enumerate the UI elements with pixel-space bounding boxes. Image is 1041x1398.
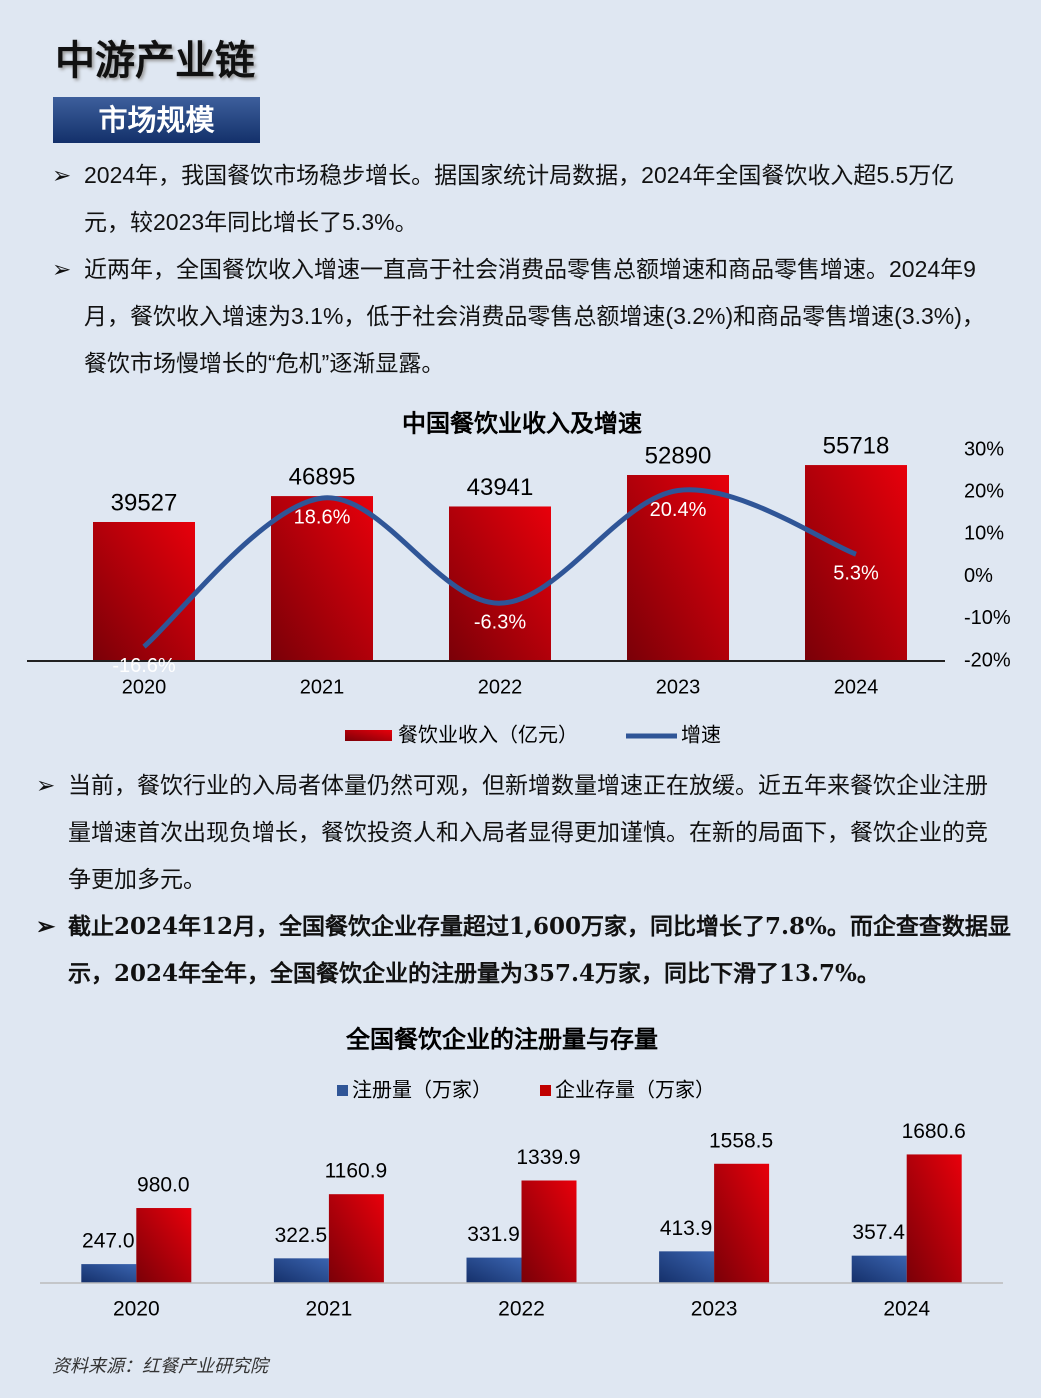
value-label: 18.6% [294,506,351,528]
value-label: 980.0 [137,1174,190,1197]
value-label: 1680.6 [902,1120,966,1143]
y2-tick-label: -10% [964,607,1011,629]
bullet: 当前，餐饮行业的入局者体量仍然可观，但新增数量增速正在放缓。近五年来餐饮企业注册… [36,763,1008,904]
bar [271,496,373,661]
legend-swatch [337,1085,348,1096]
value-label: 247.0 [82,1230,135,1253]
bullet: 近两年，全国餐饮收入增速一直高于社会消费品零售总额增速和商品零售增速。2024年… [52,246,999,387]
value-label: 52890 [645,442,712,469]
x-tick-label: 2022 [478,676,523,698]
source: 资料来源：红餐产业研究院 [52,1356,268,1377]
bar [136,1208,192,1283]
value-label: 43941 [467,474,534,501]
y2-tick-label: 30% [964,438,1004,460]
x-tick-label: 2021 [300,676,345,698]
value-label: 1339.9 [516,1146,580,1169]
x-tick-label: 2021 [306,1298,353,1321]
bar [328,1194,384,1283]
chart-title: 中国餐饮业收入及增速 [402,409,642,438]
value-label: -16.6% [112,655,176,677]
y2-tick-label: 10% [964,523,1004,545]
bar [449,506,551,661]
value-label: 322.5 [275,1224,328,1247]
value-label: 5.3% [833,563,879,585]
bar [659,1251,715,1283]
x-tick-label: 2024 [834,676,879,698]
value-label: -6.3% [474,611,526,633]
bar [81,1264,137,1283]
value-label: 413.9 [660,1217,713,1240]
page-title: 中游产业链 [55,37,255,84]
bullet: 截止2024年12月，全国餐饮企业存量超过1,600万家，同比增长了7.8%。而… [36,903,1013,997]
bar [466,1257,522,1283]
value-label: 331.9 [467,1223,520,1246]
value-label: 1160.9 [325,1160,388,1183]
value-label: 55718 [823,432,890,459]
value-label: 46895 [289,463,356,490]
legend-swatch [345,730,392,741]
x-tick-label: 2022 [498,1298,545,1321]
chart-title: 全国餐饮企业的注册量与存量 [345,1025,658,1054]
y2-tick-label: 20% [964,480,1004,502]
value-label: 20.4% [650,499,707,521]
bar [521,1180,577,1283]
value-label: 39527 [111,489,178,516]
x-tick-label: 2024 [883,1298,930,1321]
y2-tick-label: 0% [964,565,993,587]
bar [851,1255,907,1283]
legend-label: 增速 [681,723,721,746]
y2-tick-label: -20% [964,649,1011,671]
bar [714,1163,770,1283]
x-tick-label: 2023 [656,676,701,698]
x-tick-label: 2023 [691,1298,738,1321]
x-tick-label: 2020 [122,676,167,698]
legend-swatch [540,1085,551,1096]
section-title: 市场规模 [53,97,260,143]
x-tick-label: 2020 [113,1298,160,1321]
legend-label: 企业存量（万家） [555,1078,715,1101]
value-label: 1558.5 [709,1129,773,1152]
bar [805,465,907,661]
bar [906,1154,962,1283]
bullet: 2024年，我国餐饮市场稳步增长。据国家统计局数据，2024年全国餐饮收入超5.… [52,152,999,246]
growth-line [142,487,857,649]
bar [273,1258,329,1283]
legend-label: 注册量（万家） [352,1078,492,1101]
value-label: 357.4 [852,1221,905,1244]
legend-label: 餐饮业收入（亿元） [398,723,578,746]
bar [93,521,195,661]
